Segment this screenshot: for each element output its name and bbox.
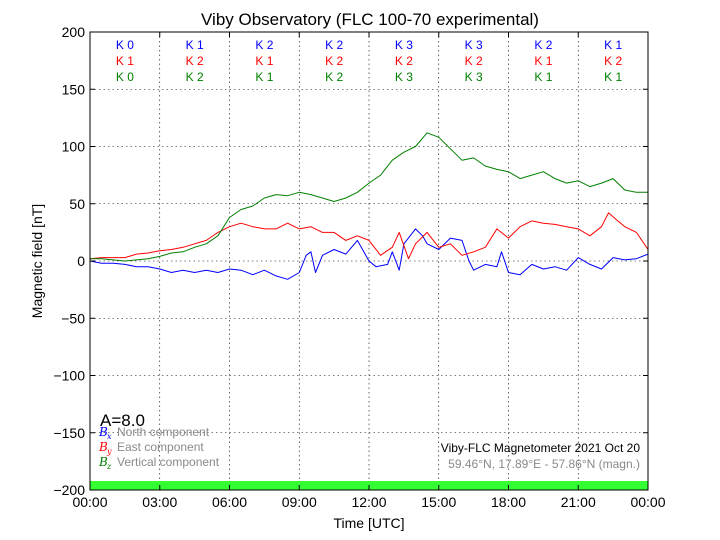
k-index-x-6: K 2 — [534, 38, 552, 52]
k-index-x-3: K 2 — [325, 38, 343, 52]
series-lines — [89, 132, 649, 280]
k-index-z-6: K 1 — [534, 70, 552, 84]
legend-label-y: East component — [117, 440, 204, 454]
k-index-x-4: K 3 — [395, 38, 413, 52]
y-tick-label: 50 — [69, 196, 85, 212]
k-index-y-3: K 2 — [325, 54, 343, 68]
k-index-x-7: K 1 — [604, 38, 622, 52]
legend-subscript-y: y — [106, 447, 112, 456]
x-tick-label: 12:00 — [351, 494, 386, 510]
y-axis-label: Magnetic field [nT] — [29, 204, 45, 318]
legend-symbol-y: B — [98, 440, 108, 454]
y-tick-label: −200 — [53, 482, 85, 498]
chart-title: Viby Observatory (FLC 100-70 experimenta… — [201, 10, 539, 29]
series-line-y — [89, 212, 649, 260]
k-index-x-2: K 2 — [255, 38, 273, 52]
x-tick-label: 00:00 — [72, 494, 107, 510]
k-index-z-4: K 3 — [395, 70, 413, 84]
x-axis-label: Time [UTC] — [333, 515, 404, 531]
x-tick-label: 21:00 — [561, 494, 596, 510]
y-tick-label: −50 — [61, 310, 85, 326]
legend-symbol-z: B — [98, 455, 108, 469]
k-index-x-1: K 1 — [186, 38, 204, 52]
y-tick-label: 100 — [62, 139, 86, 155]
x-tick-label: 00:00 — [630, 494, 665, 510]
k-index-y-0: K 1 — [116, 54, 134, 68]
y-tick-label: 0 — [77, 253, 85, 269]
x-tick-label: 15:00 — [421, 494, 456, 510]
x-tick-label: 03:00 — [142, 494, 177, 510]
k-index-y-2: K 1 — [255, 54, 273, 68]
k-index-x-5: K 3 — [465, 38, 483, 52]
series-line-z — [90, 132, 648, 262]
x-tick-label: 06:00 — [212, 494, 247, 510]
k-index-z-7: K 1 — [604, 70, 622, 84]
k-index-y-5: K 2 — [465, 54, 483, 68]
legend-symbol-x: B — [98, 425, 108, 439]
y-tick-label: 150 — [62, 81, 86, 97]
k-index-y-7: K 2 — [604, 54, 622, 68]
y-tick-label: 200 — [62, 24, 86, 40]
series-line-x — [89, 228, 649, 280]
k-index-y-1: K 2 — [186, 54, 204, 68]
y-tick-label: −150 — [53, 425, 85, 441]
legend-label-x: North component — [117, 425, 210, 439]
legend-label-z: Vertical component — [117, 455, 220, 469]
k-index-x-0: K 0 — [116, 38, 134, 52]
legend-subscript-x: x — [107, 432, 112, 441]
axis-ticks: 00:00 03:00 06:00 09:00 12:00 15:00 18:00 21:00… — [53, 24, 665, 510]
x-tick-label: 09:00 — [282, 494, 317, 510]
y-tick-label: −100 — [53, 368, 85, 384]
x-tick-label: 18:00 — [491, 494, 526, 510]
k-index-table: K 0 K 1 K 2 K 2 K 3 K 3 K 2 K 1 K 1 K 2 K 1 K 2 K 2 K… — [116, 38, 623, 84]
k-index-z-2: K 1 — [255, 70, 273, 84]
magnetometer-info: Viby-FLC Magnetometer 2021 Oct 20 — [441, 441, 641, 455]
k-index-z-0: K 0 — [116, 70, 134, 84]
a-index-label: A=8.0 — [100, 411, 145, 430]
location-info: 59.46°N, 17.89°E - 57.86°N (magn.) — [448, 457, 640, 471]
k-index-z-5: K 3 — [465, 70, 483, 84]
k-index-z-1: K 2 — [186, 70, 204, 84]
k-index-y-6: K 1 — [534, 54, 552, 68]
legend-subscript-z: z — [106, 462, 112, 471]
k-index-y-4: K 2 — [395, 54, 413, 68]
k-index-z-3: K 2 — [325, 70, 343, 84]
